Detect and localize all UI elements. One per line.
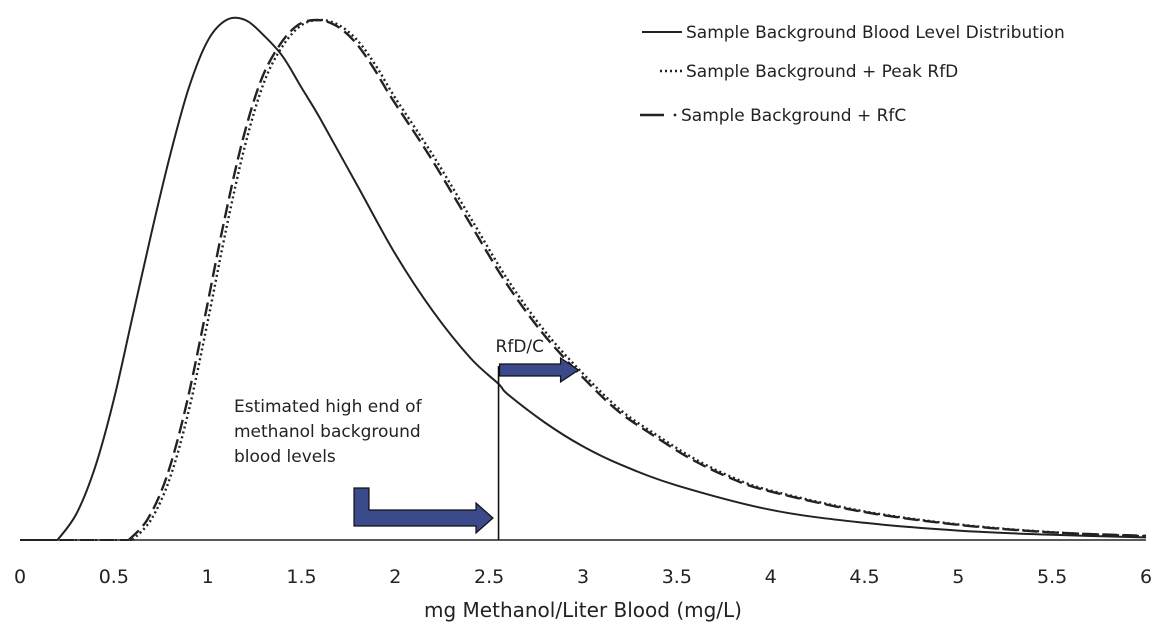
high-end-annotation-line: methanol background — [234, 422, 421, 442]
x-tick-label: 3 — [577, 566, 589, 588]
x-tick-label: 5.5 — [1037, 566, 1067, 588]
x-axis: 0 0.5 1 1.5 2 2.5 3 3.5 4 4.5 5 5.5 6 — [14, 539, 1152, 588]
x-axis-title: mg Methanol/Liter Blood (mg/L) — [424, 598, 742, 622]
x-tick-label: 3.5 — [662, 566, 692, 588]
series-line-3 — [127, 18, 1147, 541]
high-end-arrow — [353, 487, 494, 535]
rfdc-label: RfD/C — [496, 337, 545, 357]
x-tick-label: 0.5 — [99, 566, 129, 588]
x-tick-label: 1 — [202, 566, 214, 588]
curves-group — [20, 16, 1147, 541]
rfdc-arrow — [498, 356, 580, 384]
x-tick-label: 2 — [389, 566, 401, 588]
x-tick-label: 4.5 — [849, 566, 879, 588]
x-tick-label: 5 — [952, 566, 964, 588]
legend-label-2: Sample Background + Peak RfD — [686, 62, 958, 82]
series-line-1 — [56, 16, 1147, 541]
legend-swatch-dot — [673, 113, 677, 117]
high-end-annotation: Estimated high end of methanol background… — [234, 397, 423, 467]
legend-label-3: Sample Background + RfC — [681, 106, 906, 126]
high-end-annotation-line: blood levels — [234, 447, 336, 467]
x-tick-label: 6 — [1140, 566, 1152, 588]
x-tick-label: 4 — [765, 566, 777, 588]
x-tick-label: 2.5 — [474, 566, 504, 588]
high-end-annotation-line: Estimated high end of — [234, 397, 423, 417]
x-tick-label: 1.5 — [286, 566, 316, 588]
x-tick-label: 0 — [14, 566, 26, 588]
legend-label-1: Sample Background Blood Level Distributi… — [686, 23, 1065, 43]
annotations-group: RfD/C Estimated high end of methanol backg… — [234, 337, 580, 540]
legend: Sample Background Blood Level Distributi… — [640, 23, 1065, 126]
